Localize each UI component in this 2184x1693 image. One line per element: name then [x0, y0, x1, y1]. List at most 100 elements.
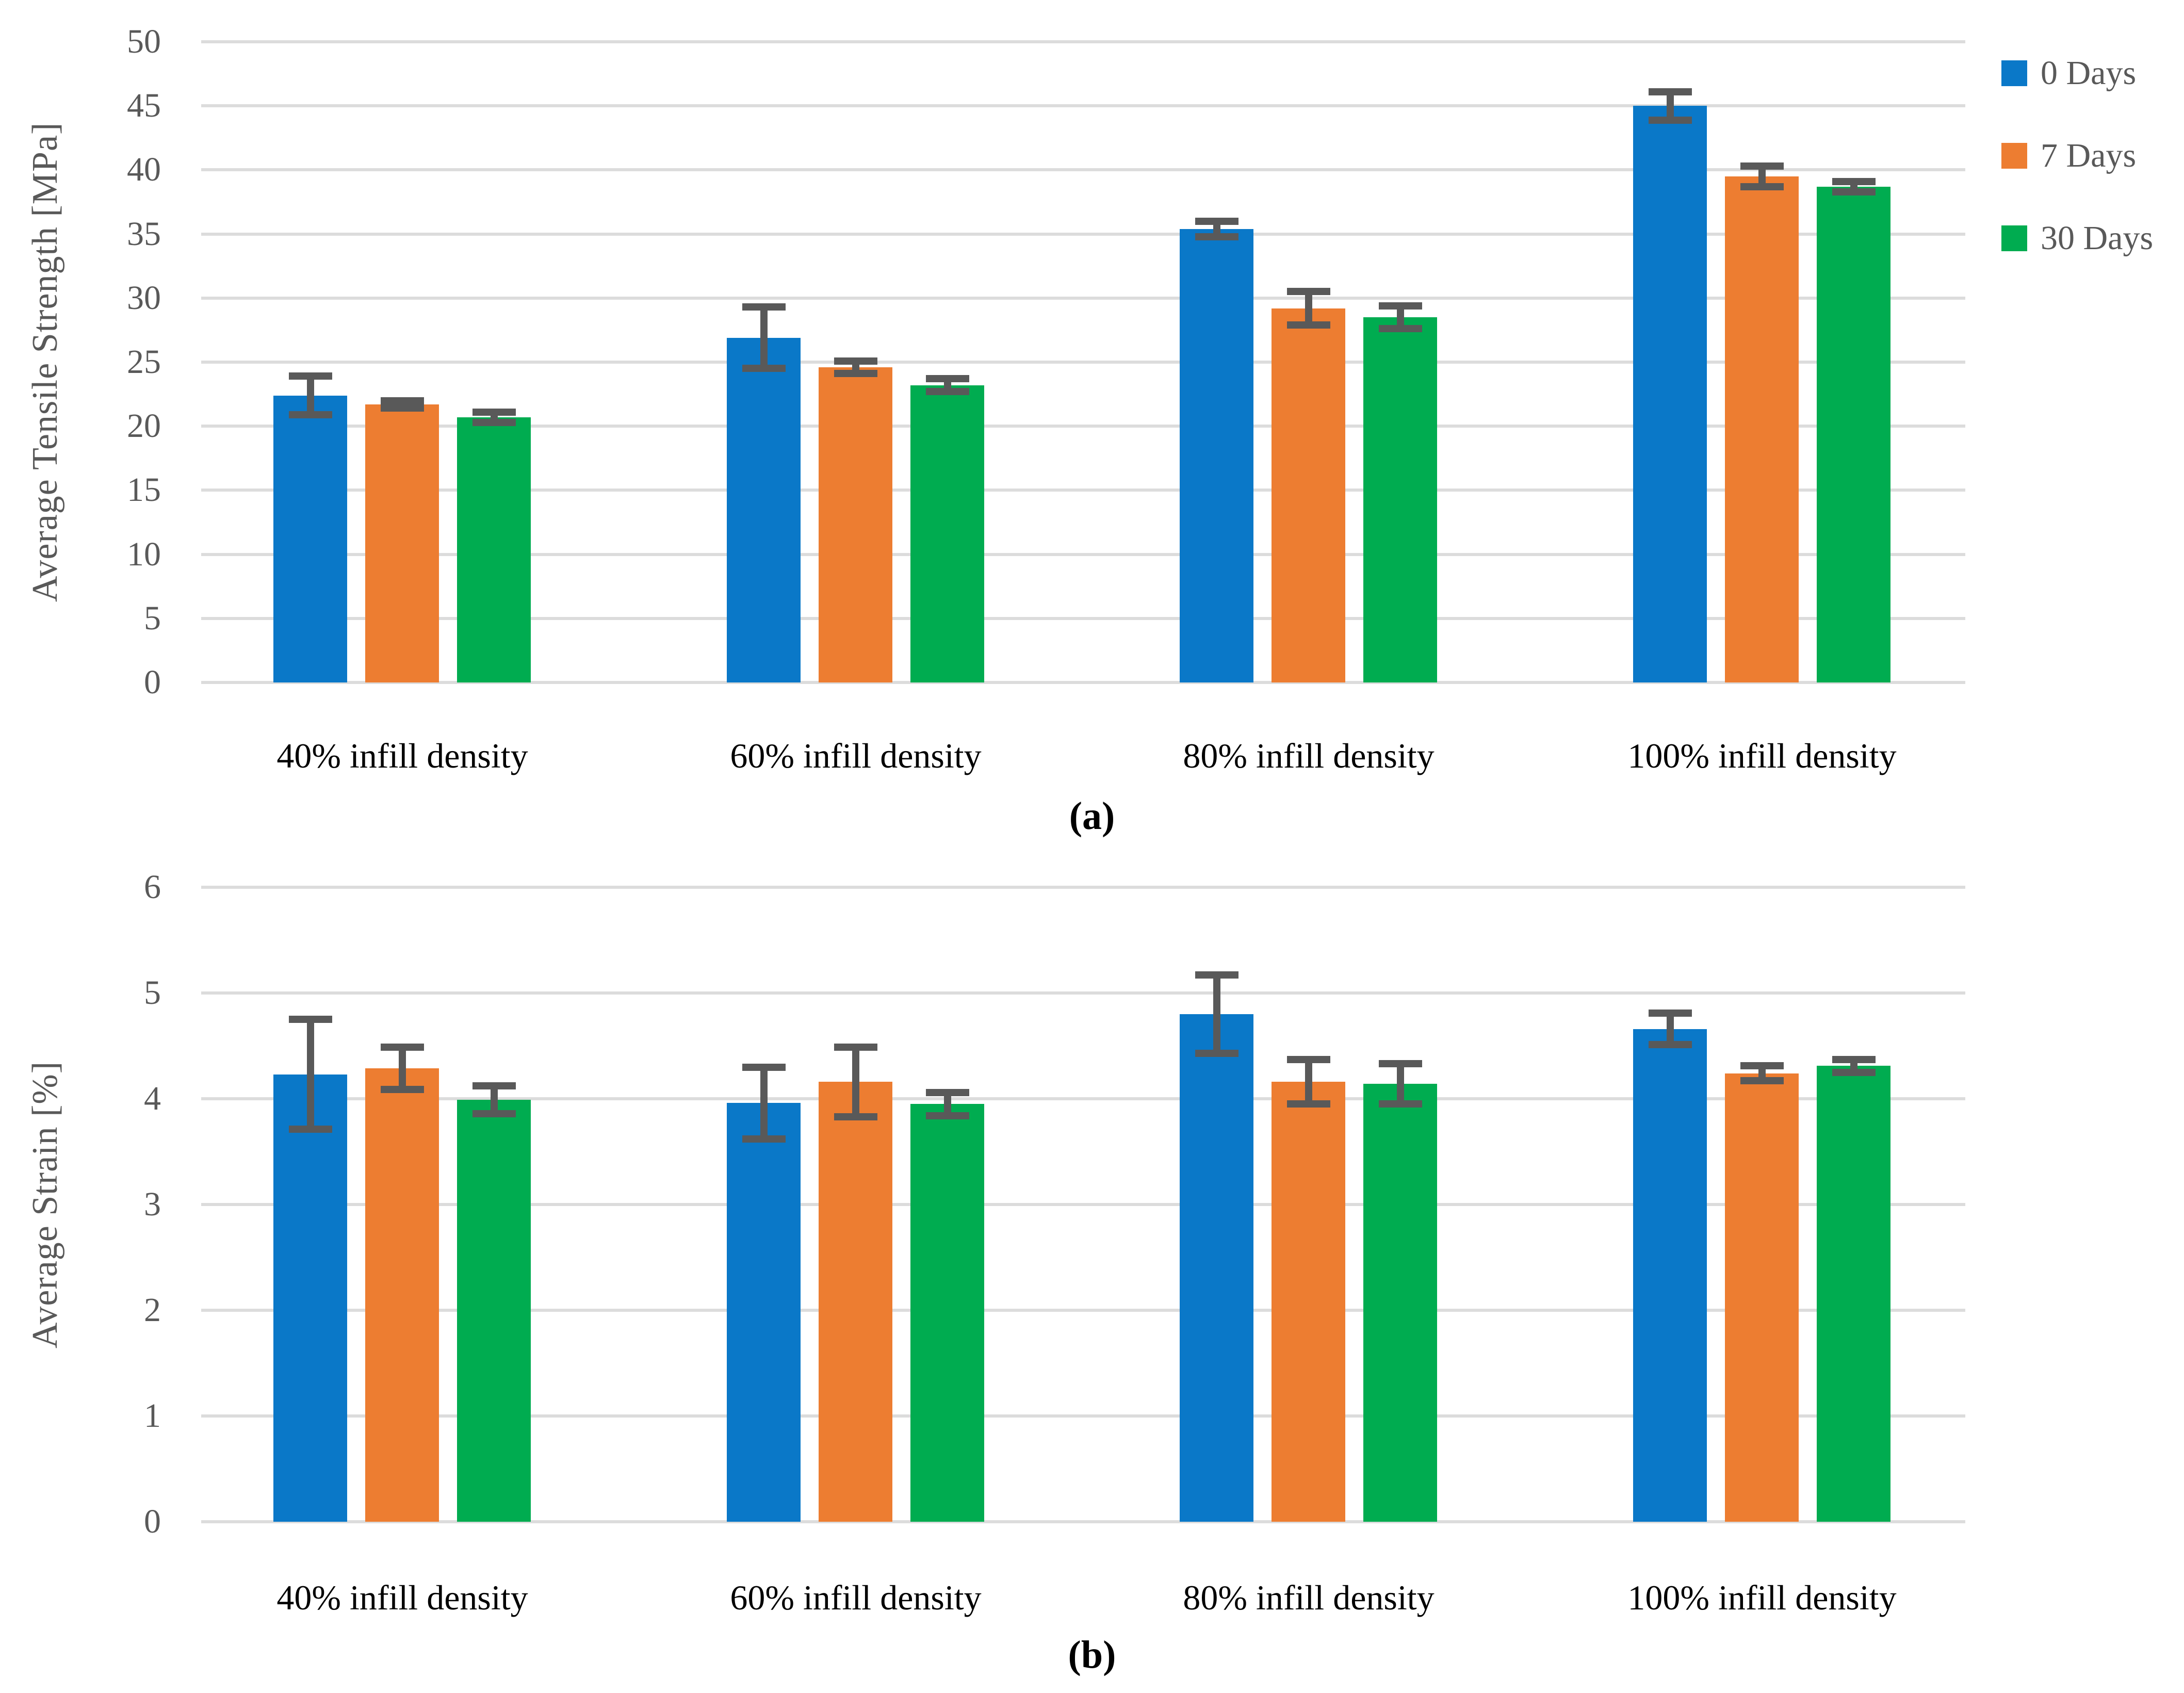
y-tick-label: 5	[144, 974, 161, 1012]
error-bar-cap	[925, 375, 969, 383]
bar-b-100pct-7-days	[1725, 1073, 1799, 1522]
error-bar-cap	[834, 370, 877, 378]
error-bar	[306, 376, 314, 415]
error-bar-cap	[380, 1085, 424, 1093]
bar-b-40pct-0-days	[273, 1074, 347, 1522]
error-bar-cap	[1740, 183, 1784, 190]
error-bar-cap	[1740, 1077, 1784, 1085]
y-tick-label: 5	[144, 599, 161, 637]
gridline	[201, 1097, 1965, 1100]
error-bar	[1305, 1060, 1312, 1104]
error-bar	[1758, 1066, 1766, 1081]
error-bar-cap	[834, 1043, 877, 1051]
error-bar-cap	[834, 1113, 877, 1120]
error-bar-cap	[1648, 116, 1692, 124]
error-bar	[760, 307, 768, 369]
y-tick-label: 45	[127, 87, 161, 125]
category-label-a: 80% infill density	[1183, 736, 1435, 775]
error-bar-cap	[1832, 1068, 1876, 1076]
gridline	[201, 104, 1965, 108]
category-label-a: 40% infill density	[276, 736, 528, 775]
bar-a-80pct-30-days	[1363, 317, 1437, 682]
bar-b-40pct-7-days	[365, 1068, 439, 1522]
bar-b-80pct-30-days	[1363, 1084, 1437, 1522]
category-label-b: 100% infill density	[1627, 1578, 1897, 1617]
error-bar-cap	[1740, 1062, 1784, 1070]
bar-a-40pct-7-days	[365, 404, 439, 682]
error-bar-cap	[472, 1082, 516, 1090]
gridline	[201, 168, 1965, 172]
error-bar	[1213, 975, 1220, 1053]
gridline	[201, 616, 1965, 620]
y-tick-label: 2	[144, 1291, 161, 1329]
error-bar	[398, 1047, 406, 1089]
legend-swatch-30-days-icon	[2001, 225, 2027, 251]
bar-b-80pct-7-days	[1272, 1082, 1345, 1522]
error-bar-cap	[472, 418, 516, 426]
legend-label-30-days: 30 Days	[2041, 219, 2154, 257]
y-tick-label: 3	[144, 1185, 161, 1223]
y-tick-label: 10	[127, 535, 161, 573]
bar-a-100pct-30-days	[1817, 186, 1890, 682]
error-bar-cap	[742, 1135, 786, 1143]
legend-item-30-days: 30 Days	[2001, 219, 2154, 257]
y-tick-label: 4	[144, 1080, 161, 1117]
error-bar-cap	[1740, 162, 1784, 170]
error-bar	[1396, 1064, 1404, 1104]
bar-b-60pct-30-days	[910, 1104, 984, 1522]
bar-a-40pct-0-days	[273, 395, 347, 682]
error-bar	[760, 1067, 768, 1139]
gridline	[201, 991, 1965, 995]
error-bar-cap	[1195, 217, 1238, 225]
bar-a-40pct-30-days	[457, 417, 531, 682]
y-tick-label: 40	[127, 151, 161, 189]
bar-a-60pct-0-days	[727, 337, 801, 682]
bar-a-60pct-7-days	[819, 367, 892, 682]
category-label-a: 60% infill density	[730, 736, 982, 775]
error-bar-cap	[1378, 302, 1422, 310]
error-bar-cap	[1286, 288, 1330, 296]
error-bar-cap	[834, 357, 877, 365]
error-bar-cap	[1378, 1060, 1422, 1068]
legend-swatch-7-days-icon	[2001, 143, 2027, 169]
gridline	[201, 361, 1965, 364]
error-bar-cap	[288, 1016, 332, 1023]
bar-a-100pct-7-days	[1725, 176, 1799, 682]
error-bar-cap	[925, 1112, 969, 1119]
gridline	[201, 1414, 1965, 1418]
y-tick-label: 50	[127, 23, 161, 60]
y-tick-label: 6	[144, 868, 161, 906]
bar-a-80pct-7-days	[1272, 308, 1345, 682]
error-bar-cap	[288, 411, 332, 418]
gridline	[201, 40, 1965, 43]
error-bar-cap	[1286, 321, 1330, 329]
gridline	[201, 681, 1965, 684]
legend-label-0-days: 0 Days	[2041, 54, 2137, 92]
legend-swatch-0-days-icon	[2001, 60, 2027, 86]
bar-b-80pct-0-days	[1180, 1014, 1253, 1522]
error-bar-cap	[1648, 1009, 1692, 1017]
y-tick-label: 0	[144, 663, 161, 701]
error-bar-cap	[742, 303, 786, 311]
bar-b-40pct-30-days	[457, 1100, 531, 1522]
error-bar-cap	[1195, 1049, 1238, 1057]
error-bar-cap	[742, 1063, 786, 1071]
gridline	[201, 296, 1965, 300]
legend: 0 Days 7 Days 30 Days	[2001, 54, 2154, 257]
y-tick-label: 0	[144, 1503, 161, 1540]
category-label-b: 60% infill density	[730, 1578, 982, 1617]
error-bar	[1666, 91, 1674, 120]
gridline	[201, 552, 1965, 556]
error-bar-cap	[1286, 1100, 1330, 1108]
gridline	[201, 232, 1965, 236]
bar-b-60pct-7-days	[819, 1082, 892, 1522]
bar-a-80pct-0-days	[1180, 229, 1253, 682]
bar-a-100pct-0-days	[1633, 106, 1707, 682]
error-bar-cap	[380, 1043, 424, 1051]
panel-label-a: (a)	[1069, 794, 1115, 838]
bar-b-100pct-30-days	[1817, 1066, 1890, 1522]
error-bar-cap	[1286, 1056, 1330, 1064]
error-bar-cap	[1648, 88, 1692, 95]
error-bar	[1305, 291, 1312, 325]
